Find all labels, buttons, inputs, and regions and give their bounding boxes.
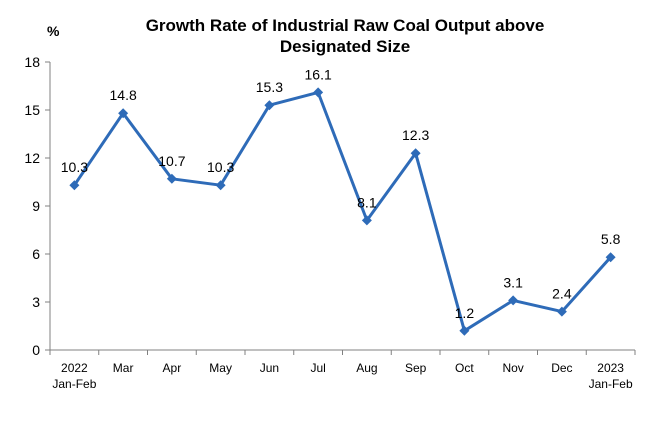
data-label: 12.3 — [402, 127, 429, 143]
data-label: 1.2 — [455, 305, 475, 321]
y-tick-label: 15 — [24, 102, 40, 118]
x-tick-label: Dec — [551, 361, 572, 375]
data-point-marker — [459, 325, 470, 336]
x-tick-label: Oct — [455, 361, 474, 375]
data-label: 10.7 — [158, 153, 185, 169]
series-line — [69, 87, 616, 336]
x-tick-label: Mar — [113, 361, 134, 375]
data-label: 15.3 — [256, 79, 283, 95]
x-tick-label: May — [209, 361, 232, 375]
data-label: 5.8 — [601, 231, 621, 247]
data-point-marker — [118, 108, 129, 119]
data-point-marker — [556, 306, 567, 317]
x-tick-label: Sep — [405, 361, 427, 375]
data-point-marker — [313, 87, 324, 98]
data-point-marker — [264, 100, 275, 111]
data-point-marker — [508, 295, 519, 306]
data-point-marker — [361, 215, 372, 226]
data-point-marker — [69, 180, 80, 191]
data-point-marker — [215, 180, 226, 191]
y-tick-label: 18 — [24, 54, 40, 70]
chart-title-line-1: Growth Rate of Industrial Raw Coal Outpu… — [146, 16, 545, 35]
data-label: 3.1 — [503, 274, 523, 290]
x-axis: 2022 Jan-Feb Mar Apr May Jun Jul Aug Sep Oct Nov De… — [49, 349, 636, 391]
series-polyline — [73, 90, 612, 333]
data-label: 10.3 — [61, 159, 88, 175]
x-tick-label: Jan-Feb — [52, 377, 96, 391]
x-tick-label: Nov — [502, 361, 523, 375]
data-label: 2.4 — [552, 286, 572, 302]
data-label: 8.1 — [357, 194, 377, 210]
x-tick-label: Aug — [356, 361, 377, 375]
data-label: 16.1 — [305, 66, 332, 82]
x-tick-label: Jan-Feb — [589, 377, 633, 391]
y-tick-label: 12 — [24, 150, 40, 166]
data-point-marker — [605, 252, 616, 263]
y-tick-label: 3 — [32, 294, 40, 310]
x-tick-label: Jun — [260, 361, 279, 375]
y-tick-label: 6 — [32, 246, 40, 262]
data-point-marker — [410, 148, 421, 159]
x-tick-label: 2023 — [597, 361, 624, 375]
chart-title-line-2: Designated Size — [280, 37, 410, 56]
y-tick-label: 9 — [32, 198, 40, 214]
data-point-marker — [166, 173, 177, 184]
x-tick-label: 2022 — [61, 361, 88, 375]
data-label: 10.3 — [207, 159, 234, 175]
x-tick-label: Apr — [163, 361, 182, 375]
data-labels: 10.3 14.8 10.7 10.3 15.3 16.1 8.1 12.3 1.2 3.1 2.4… — [61, 66, 621, 320]
data-label: 14.8 — [110, 87, 137, 103]
x-tick-label: Jul — [310, 361, 325, 375]
y-tick-label: 0 — [32, 342, 40, 358]
y-axis: 0 3 6 9 12 15 18 — [24, 54, 51, 358]
y-axis-unit: % — [47, 23, 60, 39]
